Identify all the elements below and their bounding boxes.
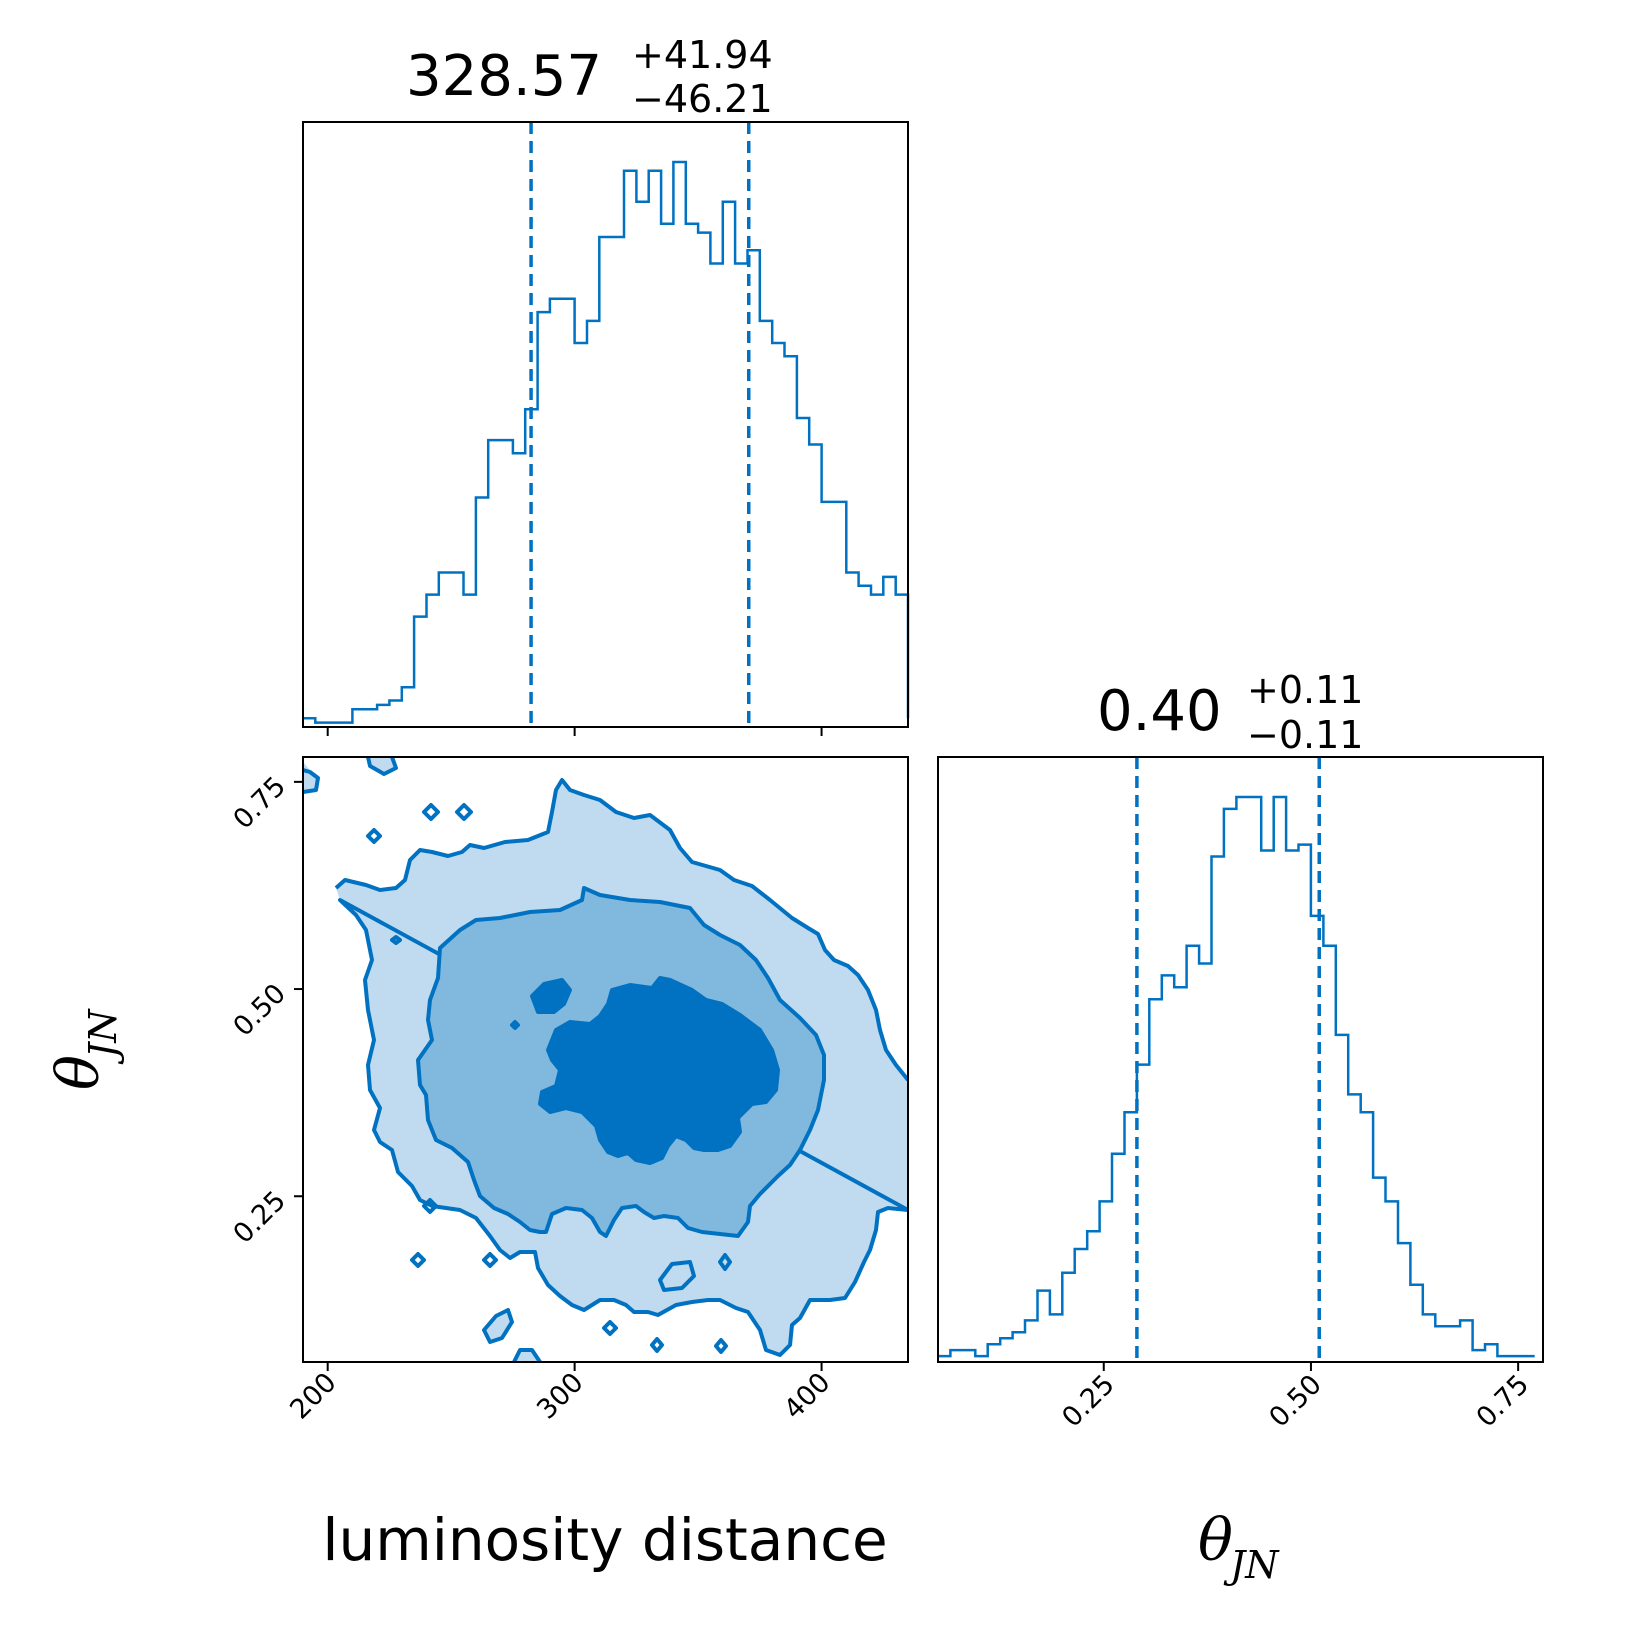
theta-histogram-xtick-label: 0.75 — [1471, 1369, 1535, 1433]
theta-histogram-xtick-label: 0.50 — [1263, 1369, 1327, 1433]
theta-histogram-xtick-label: 0.25 — [1056, 1369, 1120, 1433]
contour-outer-line — [334, 778, 908, 1357]
contour-yticks: 0.25 0.50 0.75 — [228, 771, 303, 1250]
contour-inner-fill — [540, 978, 778, 1163]
contour-levels — [303, 757, 908, 1362]
contour-inner-line — [538, 976, 780, 1165]
dl-histogram-xticks — [326, 727, 823, 736]
contour-xtick-label: 300 — [531, 1367, 589, 1425]
x-axis-label-theta-symbol: θ — [1198, 1506, 1233, 1574]
contour-xtick-label: 200 — [284, 1367, 342, 1425]
y-axis-label-theta: θ JN — [44, 1008, 125, 1090]
contour-island-bottom-line — [482, 1260, 696, 1362]
dl-histogram-steps — [303, 160, 910, 724]
panel-theta-histogram: 0.25 0.50 0.75 — [937, 756, 1544, 1433]
theta-histogram-frame — [937, 756, 1544, 1363]
dl-title: 328.57 +41.94 −46.21 — [406, 33, 773, 121]
panel-dl-histogram — [302, 121, 910, 736]
dl-histogram-frame — [302, 121, 909, 728]
dl-title-value: 328.57 — [406, 44, 602, 109]
theta-title-plus: +0.11 — [1247, 668, 1363, 712]
contour-ytick-label: 0.75 — [228, 771, 292, 835]
theta-histogram-steps — [938, 795, 1535, 1358]
contour-xticks: 200 300 400 — [284, 1362, 837, 1425]
theta-histogram-xticks: 0.25 0.50 0.75 — [1056, 1362, 1535, 1433]
theta-title-value: 0.40 — [1097, 679, 1222, 744]
theta-title-minus: −0.11 — [1247, 713, 1363, 757]
contour-ytick-label: 0.50 — [228, 978, 292, 1042]
contour-frame — [302, 756, 909, 1363]
contour-island-bottom — [484, 1262, 694, 1362]
contour-inner-island-line — [530, 978, 572, 1014]
contour-mid-line — [416, 886, 826, 1238]
theta-title: 0.40 +0.11 −0.11 — [1097, 668, 1363, 757]
dl-title-plus: +41.94 — [632, 33, 773, 77]
contour-outlier-diamonds — [366, 803, 732, 1354]
x-axis-label-theta-subscript: JN — [1223, 1543, 1280, 1587]
contour-island-top-left-line — [303, 757, 398, 794]
x-axis-label-theta: θ JN — [1198, 1506, 1280, 1587]
contour-ytick-label: 0.25 — [228, 1185, 292, 1249]
x-axis-label-luminosity-distance: luminosity distance — [322, 1506, 887, 1574]
y-axis-label-theta-subscript: JN — [81, 1008, 125, 1065]
contour-xtick-label: 400 — [778, 1367, 836, 1425]
dl-title-minus: −46.21 — [632, 77, 773, 121]
y-axis-label-theta-symbol: θ — [44, 1055, 112, 1090]
panel-contour: 200 300 400 0.25 0.50 0.75 — [228, 756, 909, 1425]
